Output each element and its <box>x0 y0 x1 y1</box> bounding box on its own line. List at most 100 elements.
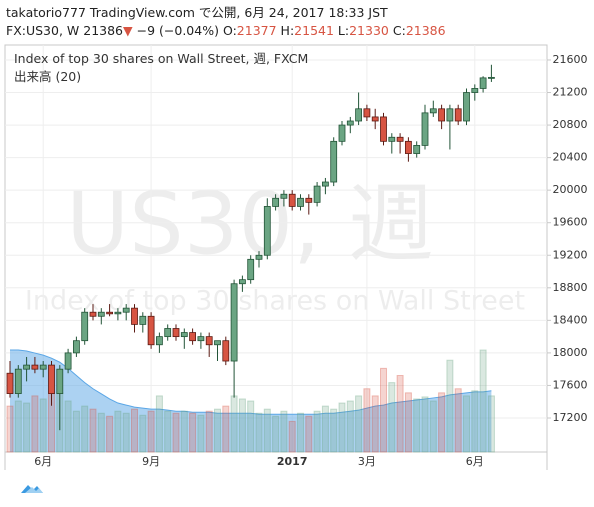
volume-bar <box>97 412 105 453</box>
candle-body <box>355 108 363 122</box>
candle-body <box>238 279 246 285</box>
candle-body <box>222 340 230 362</box>
candle-body <box>131 307 138 325</box>
ohlc: O:21377 H:21541 L:21330 C:21386 <box>223 23 446 38</box>
volume-bar <box>255 412 263 453</box>
y-tick-label: 19200 <box>553 248 588 261</box>
candle-body <box>371 116 379 122</box>
candle-body <box>288 193 296 207</box>
candle-body <box>230 283 238 362</box>
candle-body <box>487 76 495 79</box>
candle-body <box>454 108 462 122</box>
ohlc-value: 21377 <box>236 23 277 38</box>
published: TradingView.com で公開, 6月 24, 2017 18:33 J… <box>89 5 388 20</box>
candle-body <box>6 372 14 394</box>
volume-bar <box>122 412 130 453</box>
volume-bar <box>479 349 487 453</box>
volume-bar <box>81 405 89 453</box>
candle-body <box>189 332 197 342</box>
x-tick-label: 3月 <box>358 455 376 468</box>
candle-body <box>64 352 72 370</box>
candle-body <box>463 92 470 122</box>
volume-bar <box>263 408 271 453</box>
symbol: FX:US30, W <box>6 23 80 38</box>
volume-bar <box>131 408 138 453</box>
candle-body <box>164 328 172 338</box>
volume-ma-line <box>10 349 492 415</box>
candle-body <box>106 311 113 315</box>
footer <box>6 479 48 495</box>
volume-bar <box>106 415 114 453</box>
volume-bar <box>338 402 346 453</box>
volume-label: 出来高 (20) <box>14 69 81 84</box>
volume-bar <box>14 400 22 453</box>
candle-body <box>97 311 105 317</box>
candle-body <box>305 197 313 203</box>
volume-bar <box>288 420 296 453</box>
candle-body <box>48 364 55 394</box>
candle-body <box>272 197 280 207</box>
candle-body <box>39 364 47 370</box>
volume-bar <box>305 415 313 453</box>
volume-bar <box>272 415 280 453</box>
candle-body <box>330 140 338 183</box>
volume-bar <box>380 367 387 453</box>
volume-bar <box>114 410 122 453</box>
ohlc-label: C: <box>392 23 406 38</box>
candle-body <box>172 328 180 338</box>
y-tick-label: 18400 <box>553 313 588 326</box>
candle-body <box>247 258 255 281</box>
ohlc-value: 21330 <box>349 23 389 38</box>
candle-body <box>479 77 487 89</box>
candle-body <box>413 145 421 154</box>
candle-body <box>139 315 147 325</box>
volume-bar <box>404 392 412 453</box>
volume-bar <box>139 414 147 453</box>
candle-body <box>346 120 354 126</box>
volume-bar <box>230 395 238 453</box>
volume-bar <box>89 408 97 453</box>
volume-bar <box>280 410 288 453</box>
volume-bar <box>346 400 354 453</box>
volume-bar <box>23 402 31 453</box>
candle-body <box>446 108 454 122</box>
volume-bar <box>155 395 163 453</box>
candle-body <box>380 116 387 142</box>
candle-body <box>297 197 304 207</box>
candle-body <box>214 340 221 346</box>
volume-bar <box>413 398 421 453</box>
volume-bar <box>454 388 462 453</box>
ohlc-value: 21386 <box>405 23 446 38</box>
x-tick-label: 6月 <box>466 455 484 468</box>
last: 21386 <box>83 23 124 38</box>
volume-bar <box>72 410 80 453</box>
volume-bar <box>421 396 429 453</box>
ohlc-label: L: <box>337 23 350 38</box>
volume-bar <box>189 412 197 453</box>
candle-body <box>396 136 404 142</box>
volume-bar <box>463 395 470 453</box>
candle-body <box>31 364 39 370</box>
y-tick-label: 20400 <box>553 151 588 164</box>
volume-bar <box>180 410 188 453</box>
header-line: takatorio777 TradingView.com で公開, 6月 24,… <box>6 4 446 22</box>
volume-bar <box>321 405 329 453</box>
watermark-description: Index of top 30 shares on Wall Street <box>25 286 525 317</box>
volume-bar <box>39 398 47 453</box>
user: takatorio777 <box>6 5 86 20</box>
y-tick-label: 17600 <box>553 378 588 391</box>
volume-bar <box>222 405 230 453</box>
volume-bar <box>330 408 338 453</box>
candle-body <box>404 140 412 154</box>
volume-bar <box>388 382 396 453</box>
candle-body <box>56 368 64 394</box>
chart: US30, 週 Index of top 30 shares on Wall S… <box>4 44 588 470</box>
watermark-symbol: US30, 週 <box>66 174 434 274</box>
candle-body <box>23 364 31 370</box>
volume-bar <box>355 395 363 453</box>
candle-body <box>14 368 22 394</box>
volume-bar <box>247 400 255 453</box>
y-tick-label: 20000 <box>553 183 588 196</box>
volume-ma-area <box>10 350 492 452</box>
header: takatorio777 TradingView.com で公開, 6月 24,… <box>6 4 446 40</box>
